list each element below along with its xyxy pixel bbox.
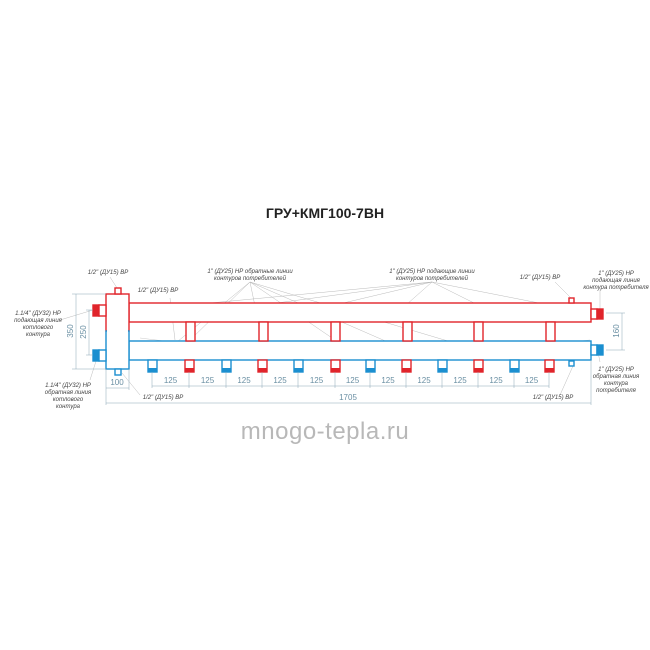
note-right-supply: контура потребителя	[583, 285, 649, 291]
return-outlet-fill	[366, 368, 375, 372]
supply-outlet-fill	[402, 368, 411, 372]
dim-label-250: 250	[79, 325, 88, 339]
note-left-return: контура	[56, 404, 81, 410]
drain-nipple	[114, 368, 122, 376]
supply-riser	[330, 321, 341, 342]
hydraulic-separator-top	[105, 293, 130, 332]
return-outlet-fill	[294, 368, 303, 372]
dim-label-350: 350	[66, 324, 75, 338]
dim-label-spacing: 125	[417, 376, 431, 385]
dim-label-1705: 1705	[339, 393, 357, 402]
supply-riser	[402, 321, 413, 342]
hydraulic-separator-bottom	[105, 330, 130, 370]
note-right-return: 1" (ДУ25) НР	[598, 367, 634, 373]
supply-outlet-fill	[258, 368, 267, 372]
note-left-supply: 1.1/4" (ДУ32) НР	[15, 311, 61, 317]
dim-label-spacing: 125	[453, 376, 467, 385]
note-right-supply: 1" (ДУ25) НР	[598, 271, 634, 277]
leader-line	[59, 309, 94, 321]
return-outlet-fill	[510, 368, 519, 372]
consumer-supply-end	[590, 308, 598, 320]
supply-header-pipe	[128, 302, 592, 323]
supply-outlet-fill	[331, 368, 340, 372]
right-drain-nipple	[568, 360, 575, 367]
note-right-return: контура	[604, 381, 629, 387]
supply-riser	[258, 321, 269, 342]
separator-joint	[107, 329, 128, 333]
leader-line	[121, 372, 141, 396]
note-supply-lines: контуров потребителей	[396, 275, 469, 282]
consumer-return-end	[590, 344, 598, 356]
leader-line	[261, 281, 433, 306]
return-header-pipe	[128, 340, 592, 361]
leader-line	[188, 281, 433, 306]
supply-riser	[545, 321, 556, 342]
note-right-supply: подающая линия	[592, 278, 641, 284]
supply-outlet-fill	[545, 368, 554, 372]
return-outlet-fill	[148, 368, 157, 372]
supply-riser	[185, 321, 196, 342]
note-left-return: 1.1/4" (ДУ32) НР	[45, 383, 91, 389]
note-left-supply: котлового	[23, 325, 54, 331]
note-right-return: обратная линия	[593, 374, 640, 380]
return-outlet-fill	[438, 368, 447, 372]
dim-label-spacing: 125	[237, 376, 251, 385]
consumer-return-cap	[596, 344, 604, 356]
supply-outlet-fill	[474, 368, 483, 372]
dim-label-spacing: 125	[525, 376, 539, 385]
leader-line	[334, 281, 433, 306]
dim-label-100: 100	[110, 378, 124, 387]
note-left-supply: контура	[26, 332, 51, 338]
leader-line	[431, 281, 479, 306]
leader-line	[109, 276, 118, 289]
boiler-return-inlet	[92, 349, 100, 362]
dim-label-spacing: 125	[346, 376, 360, 385]
consumer-supply-cap	[596, 308, 604, 320]
note-right-return: потребителя	[596, 388, 636, 394]
right-air-vent-nipple	[568, 297, 575, 304]
boiler-supply-nipple	[98, 304, 107, 317]
note-supply-lines: 1" (ДУ25) НР подающие линии	[389, 269, 475, 275]
supply-outlet-fill	[185, 368, 194, 372]
leader-line	[559, 365, 574, 396]
watermark: mnogo-tepla.ru	[240, 418, 410, 445]
leader-line	[554, 281, 572, 299]
note-left-return: обратная линия	[45, 390, 92, 396]
dim-label-spacing: 125	[201, 376, 215, 385]
note-bottom-right-nipple: 1/2" (ДУ15) ВР	[533, 395, 574, 401]
dim-label-spacing: 125	[273, 376, 287, 385]
supply-riser	[473, 321, 484, 342]
dim-label-spacing: 125	[489, 376, 503, 385]
boiler-return-nipple	[98, 349, 107, 362]
dim-label-spacing: 125	[310, 376, 324, 385]
note-top-left-nipple: 1/2" (ДУ15) ВР	[88, 270, 129, 276]
note-bottom-nipple: 1/2" (ДУ15) ВР	[143, 395, 184, 401]
note-top-right-nipple: 1/2" (ДУ15) ВР	[520, 275, 561, 281]
note-left-return: котлового	[53, 397, 84, 403]
dim-label-spacing: 125	[381, 376, 395, 385]
diagram-title: ГРУ+КМГ100-7ВН	[265, 205, 385, 221]
dim-label-spacing: 125	[164, 376, 178, 385]
dim-label-160: 160	[612, 324, 621, 338]
note-left-supply: подающая линия	[14, 318, 63, 324]
boiler-supply-inlet	[92, 304, 100, 317]
leader-line	[431, 281, 550, 306]
return-outlet-fill	[222, 368, 231, 372]
note-inner-nipple: 1/2" (ДУ15) ВР	[138, 288, 179, 294]
leader-line	[405, 281, 433, 306]
note-return-lines: контуров потребителей	[214, 275, 287, 282]
note-return-lines: 1" (ДУ25) НР обратные линии	[207, 269, 293, 275]
air-vent-nipple	[114, 287, 122, 295]
